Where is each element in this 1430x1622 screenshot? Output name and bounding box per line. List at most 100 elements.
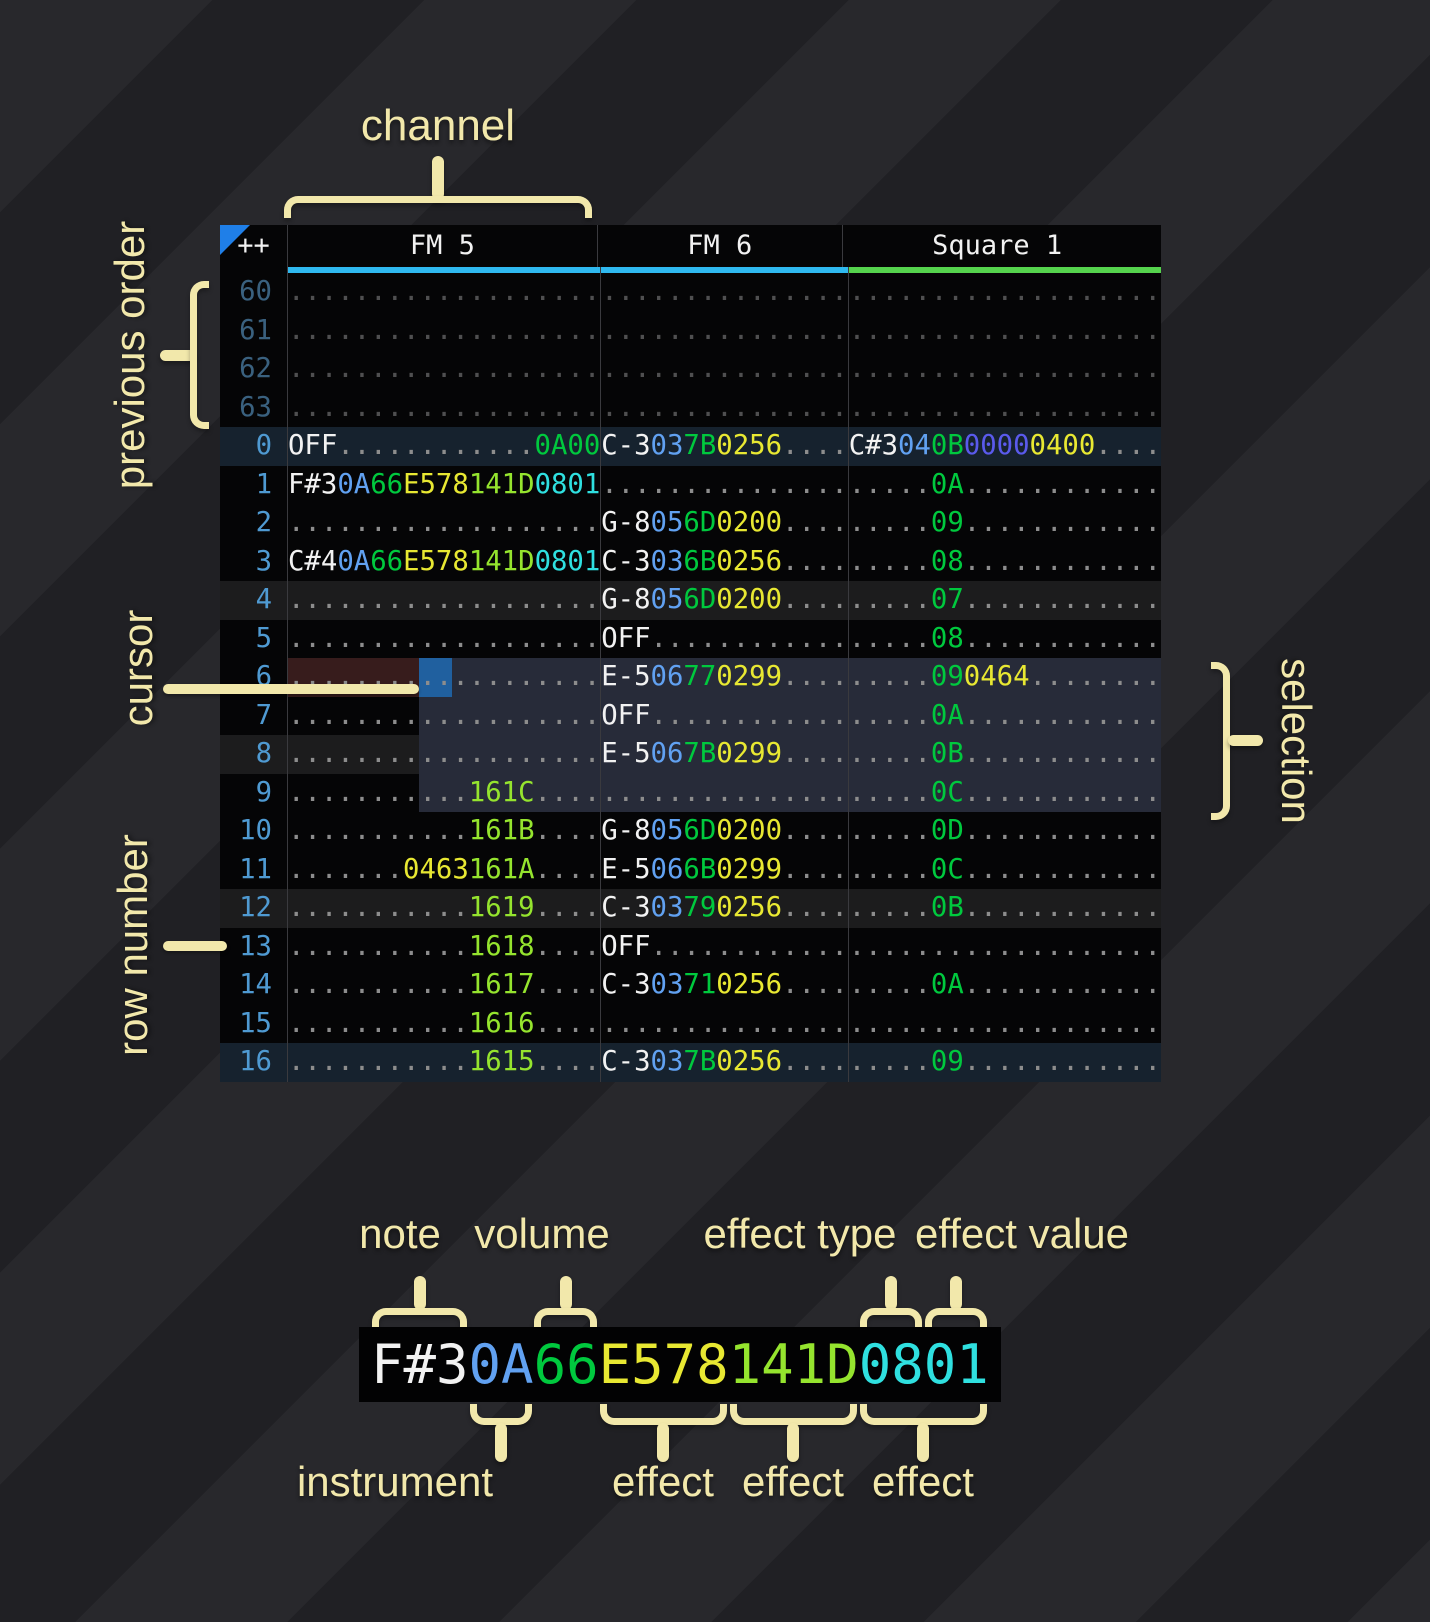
pattern-cell[interactable]: C#40A66E578141D0801 <box>287 542 600 581</box>
pattern-cell[interactable]: ................... <box>847 388 1161 427</box>
pattern-cell[interactable]: ...........1619.... <box>287 889 600 928</box>
field-n: OFF <box>601 930 651 962</box>
empty-dots: .... <box>534 892 601 923</box>
selection-annotation-bracket <box>1211 662 1230 820</box>
pattern-cell[interactable]: ................... <box>847 927 1161 966</box>
pattern-cell[interactable]: OFF............ <box>600 927 848 966</box>
row-number[interactable]: 5 <box>255 622 272 654</box>
pattern-cell[interactable]: .....09............ <box>847 1043 1161 1082</box>
pattern-cell[interactable]: .....0C............ <box>847 773 1161 812</box>
pattern-cell[interactable]: OFF............0A00 <box>287 427 600 466</box>
pattern-cell[interactable]: ............... <box>600 465 848 504</box>
row-number[interactable]: 8 <box>255 738 272 769</box>
row-number[interactable]: 2 <box>255 507 272 538</box>
pattern-cell[interactable]: ................... <box>287 696 601 735</box>
pattern-cell[interactable]: .....0B............ <box>847 735 1161 774</box>
pattern-cell[interactable]: E-5066B0299.... <box>600 850 848 889</box>
pattern-cell[interactable]: .......0463161A.... <box>287 850 600 889</box>
pattern-cell[interactable]: ...........1616.... <box>287 1004 600 1043</box>
pattern-cell[interactable]: ................... <box>847 1004 1161 1043</box>
pattern-cell[interactable]: ...........161C.... <box>287 773 601 812</box>
pattern-cell[interactable]: ...........1618.... <box>287 927 600 966</box>
pattern-cell[interactable]: C-303790256.... <box>600 889 848 928</box>
pattern-cell[interactable]: ................... <box>847 350 1161 389</box>
pattern-cell[interactable]: ................... <box>287 273 600 312</box>
row-number[interactable]: 60 <box>239 276 272 307</box>
row-number[interactable]: 3 <box>255 545 272 577</box>
pattern-cell[interactable]: ................... <box>847 311 1161 350</box>
pattern-cell[interactable]: ................... <box>287 581 600 620</box>
pattern-cell[interactable]: .....0D............ <box>847 812 1161 851</box>
channel-header-square1[interactable]: Square 1 <box>841 225 1152 267</box>
pattern-cell[interactable]: C-303710256.... <box>600 966 848 1005</box>
row-number[interactable]: 62 <box>239 353 272 384</box>
pattern-cell[interactable]: ............... <box>600 1004 848 1043</box>
pattern-cell[interactable]: .....0A............ <box>847 966 1161 1005</box>
pattern-cell[interactable]: ............... <box>600 273 848 312</box>
row-number[interactable]: 4 <box>255 584 272 615</box>
pattern-cell[interactable]: .....0A............ <box>847 465 1161 504</box>
row-number[interactable]: 16 <box>239 1046 272 1077</box>
pattern-cell[interactable]: ................... <box>287 619 600 658</box>
row-number[interactable]: 10 <box>239 815 272 846</box>
pattern-cell[interactable]: ............... <box>600 773 848 812</box>
pattern-cell[interactable]: C-3037B0256.... <box>600 1043 848 1082</box>
selection-overlay <box>419 773 601 812</box>
pattern-cell[interactable]: .....08............ <box>847 619 1161 658</box>
pattern-cell[interactable]: ................... <box>287 311 600 350</box>
channel-header-fm5[interactable]: FM 5 <box>287 225 597 267</box>
pattern-cell[interactable]: G-8056D0200.... <box>600 504 848 543</box>
pattern-cell[interactable]: .....08............ <box>847 542 1161 581</box>
pattern-row: 9 ...........161C........................… <box>220 773 1161 812</box>
pattern-cursor[interactable] <box>419 658 453 697</box>
row-number[interactable]: 61 <box>239 314 272 346</box>
pattern-cell[interactable]: .....0A............ <box>847 696 1161 735</box>
pattern-cell[interactable]: ............... <box>600 350 848 389</box>
row-number[interactable]: 7 <box>255 699 272 731</box>
pattern-cell[interactable]: ................... <box>287 735 601 774</box>
legend-volume-stem <box>560 1276 572 1310</box>
pattern-cell[interactable]: ...........1617.... <box>287 966 600 1005</box>
row-number[interactable]: 1 <box>255 468 272 500</box>
pattern-cell[interactable]: ................... <box>287 350 600 389</box>
pattern-cell[interactable]: .....0C............ <box>847 850 1161 889</box>
pattern-cell[interactable]: .....07............ <box>847 581 1161 620</box>
pattern-cell[interactable]: .....090464........ <box>847 658 1161 697</box>
pattern-cell[interactable]: F#30A66E578141D0801 <box>287 465 600 504</box>
row-number[interactable]: 9 <box>255 776 272 808</box>
pattern-row: 2................... G-8056D0200.........… <box>220 504 1161 543</box>
row-number[interactable]: 13 <box>239 930 272 962</box>
selection-overlay <box>848 696 1161 735</box>
row-number[interactable]: 63 <box>239 391 272 423</box>
row-number[interactable]: 0 <box>255 430 272 461</box>
pattern-cell[interactable]: ................... <box>287 504 600 543</box>
pattern-cell[interactable]: ................... <box>847 273 1161 312</box>
field-v: 66 <box>370 468 404 500</box>
empty-dots: ..... <box>848 853 931 885</box>
pattern-cell[interactable]: C#3040B00000400.... <box>847 427 1161 466</box>
pattern-corner-button[interactable]: ++ <box>220 225 287 267</box>
pattern-cell[interactable]: G-8056D0200.... <box>600 581 848 620</box>
pattern-cell[interactable]: ................... <box>287 388 600 427</box>
row-number[interactable]: 15 <box>239 1007 272 1039</box>
legend-effect3-bracket <box>860 1404 987 1425</box>
pattern-cell[interactable]: C-3036B0256.... <box>600 542 848 581</box>
legend-segment-i: 0A <box>468 1333 534 1396</box>
pattern-cell[interactable]: .....0B............ <box>847 889 1161 928</box>
pattern-cell[interactable]: OFF............ <box>600 619 848 658</box>
row-number[interactable]: 14 <box>239 969 272 1000</box>
pattern-cell[interactable]: G-8056D0200.... <box>600 812 848 851</box>
pattern-cell[interactable]: .....09............ <box>847 504 1161 543</box>
row-number[interactable]: 11 <box>239 853 272 885</box>
row-number[interactable]: 12 <box>239 892 272 923</box>
channel-header-fm6[interactable]: FM 6 <box>596 225 842 267</box>
pattern-cell[interactable]: C-3037B0256.... <box>600 427 848 466</box>
pattern-cell[interactable]: OFF............ <box>600 696 848 735</box>
pattern-cell[interactable]: ...........161B.... <box>287 812 600 851</box>
pattern-cell[interactable]: ............... <box>600 388 848 427</box>
pattern-cell[interactable]: E-506770299.... <box>600 658 848 697</box>
field-v: 79 <box>683 892 717 923</box>
pattern-cell[interactable]: E-5067B0299.... <box>600 735 848 774</box>
pattern-cell[interactable]: ...........1615.... <box>287 1043 600 1082</box>
pattern-cell[interactable]: ............... <box>600 311 848 350</box>
